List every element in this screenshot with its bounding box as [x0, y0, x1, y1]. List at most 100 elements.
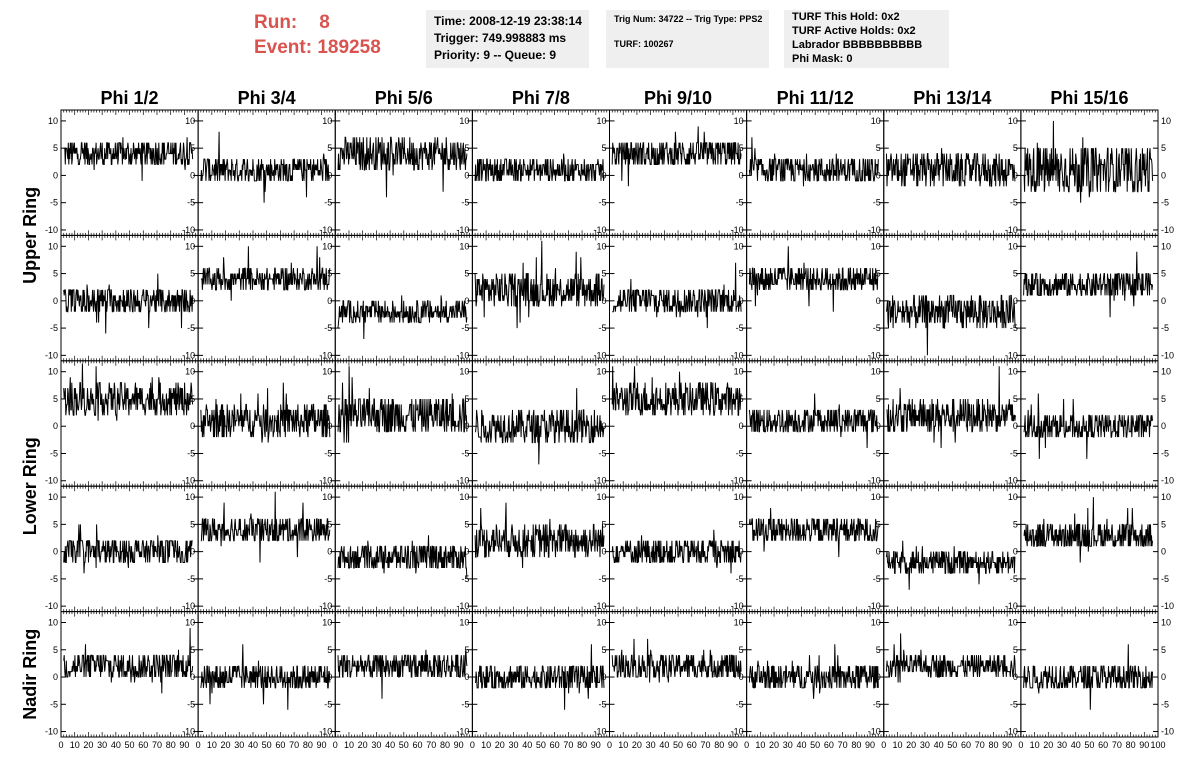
y-tick-label: -5	[50, 198, 58, 208]
x-tick-label: 40	[934, 740, 944, 750]
waveform-trace	[337, 535, 468, 579]
y-tick-label: 0	[739, 547, 744, 557]
y-tick-label: -5	[1010, 323, 1018, 333]
waveform-trace	[200, 246, 331, 301]
y-tick-label: 0	[327, 296, 332, 306]
x-tick-label: 10	[70, 740, 80, 750]
y-tick-label: 5	[1013, 394, 1018, 404]
y-tick-label: -5	[324, 699, 332, 709]
x-tick-label: 0	[607, 740, 612, 750]
y-tick-label: 10	[596, 618, 606, 628]
y-tick-label: -5	[187, 574, 195, 584]
y-tick-label: -10	[182, 601, 195, 611]
waveform-trace	[63, 273, 194, 334]
y-tick-label: 10	[185, 116, 195, 126]
y-tick-label: 5	[1013, 269, 1018, 279]
x-tick-label: 40	[111, 740, 121, 750]
y-tick-label: -10	[319, 601, 332, 611]
y-tick-label: 10	[48, 492, 58, 502]
y-tick-label: 0	[876, 296, 881, 306]
y-tick-label: -10	[868, 601, 881, 611]
x-tick-label: 20	[83, 740, 93, 750]
plot-frame	[334, 234, 473, 362]
y-tick-label: -5	[187, 323, 195, 333]
x-tick-label: 80	[303, 740, 313, 750]
waveform-trace	[748, 644, 879, 699]
ring-label: Lower Ring	[20, 437, 40, 535]
y-tick-label: 0	[1161, 672, 1166, 682]
y-tick-label: 0	[1013, 421, 1018, 431]
waveform-trace	[612, 262, 742, 329]
waveform-trace	[886, 633, 1016, 683]
y-tick-label: 5	[876, 394, 881, 404]
y-tick-label: -5	[873, 198, 881, 208]
waveform-trace	[337, 366, 468, 443]
y-tick-label: 10	[1008, 492, 1018, 502]
y-tick-label: 0	[190, 421, 195, 431]
y-tick-label: 10	[1161, 618, 1171, 628]
y-tick-label: 0	[464, 672, 469, 682]
y-tick-label: 10	[185, 241, 195, 251]
y-tick-label: 5	[739, 269, 744, 279]
y-tick-label: -5	[736, 699, 744, 709]
y-tick-label: 0	[464, 170, 469, 180]
y-tick-label: -10	[456, 601, 469, 611]
y-tick-label: -5	[598, 323, 606, 333]
y-tick-label: 0	[1013, 170, 1018, 180]
y-tick-label: -5	[324, 198, 332, 208]
y-tick-label: 10	[459, 241, 469, 251]
y-tick-label: 5	[601, 519, 606, 529]
x-tick-label: 50	[810, 740, 820, 750]
x-tick-label: 20	[221, 740, 231, 750]
x-tick-label: 10	[207, 740, 217, 750]
plot-frame	[60, 109, 199, 236]
y-tick-label: 0	[327, 170, 332, 180]
y-tick-label: 0	[1161, 547, 1166, 557]
plot-frame	[746, 485, 885, 613]
y-tick-label: 5	[190, 394, 195, 404]
waveform-trace	[1023, 393, 1153, 459]
y-tick-label: 5	[1161, 269, 1166, 279]
y-tick-label: 0	[53, 672, 58, 682]
y-tick-label: 0	[53, 296, 58, 306]
turf-text: TURF: 100267	[614, 39, 674, 49]
plot-frame	[746, 234, 885, 362]
y-tick-label: 5	[464, 519, 469, 529]
y-tick-label: -5	[873, 323, 881, 333]
y-tick-label: 5	[464, 645, 469, 655]
y-tick-label: -5	[736, 574, 744, 584]
column-header: Phi 5/6	[375, 88, 433, 108]
x-tick-label: 0	[744, 740, 749, 750]
y-tick-label: 10	[459, 492, 469, 502]
waveform-trace	[611, 638, 742, 683]
y-tick-label: 0	[464, 547, 469, 557]
x-tick-label: 100	[1150, 740, 1165, 750]
y-tick-label: -5	[598, 448, 606, 458]
x-tick-label: 30	[234, 740, 244, 750]
y-tick-label: 10	[322, 367, 332, 377]
y-tick-label: -5	[50, 323, 58, 333]
y-tick-label: 10	[734, 492, 744, 502]
y-tick-label: -5	[873, 699, 881, 709]
y-tick-label: -5	[461, 574, 469, 584]
y-tick-label: 0	[739, 170, 744, 180]
y-tick-label: 0	[1161, 296, 1166, 306]
run-event-box: Run: 8 Event: 189258	[254, 10, 381, 60]
y-tick-label: 0	[739, 421, 744, 431]
y-tick-label: 5	[190, 143, 195, 153]
y-tick-label: -10	[593, 601, 606, 611]
x-tick-label: 80	[988, 740, 998, 750]
y-tick-label: -10	[182, 225, 195, 235]
y-tick-label: 10	[322, 618, 332, 628]
y-tick-label: 10	[459, 618, 469, 628]
x-tick-label: 30	[509, 740, 519, 750]
y-tick-label: 0	[190, 547, 195, 557]
x-tick-label: 40	[385, 740, 395, 750]
y-tick-label: 10	[871, 116, 881, 126]
x-tick-label: 90	[454, 740, 464, 750]
x-tick-label: 70	[426, 740, 436, 750]
plot-frame	[197, 485, 336, 613]
y-tick-label: -10	[1005, 727, 1018, 737]
waveform-trace	[63, 524, 193, 574]
